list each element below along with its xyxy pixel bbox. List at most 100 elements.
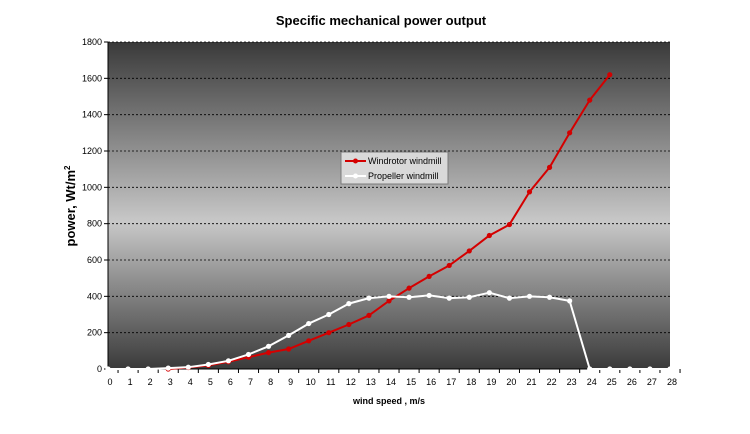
x-tick-label-23: 23	[567, 377, 577, 387]
x-tick-label-6: 6	[228, 377, 233, 387]
point-propeller-19	[486, 290, 492, 296]
point-windrotor-15	[406, 285, 412, 291]
point-windrotor-25	[607, 72, 613, 78]
legend-marker-propeller	[353, 173, 358, 179]
point-windrotor-20	[506, 221, 513, 228]
point-propeller-12	[346, 301, 352, 307]
x-tick-label-2: 2	[148, 377, 153, 387]
point-propeller-15	[406, 294, 412, 300]
x-tick-label-11: 11	[326, 377, 335, 387]
y-tick-label-1800: 1800	[82, 37, 102, 47]
y-tick-label-0: 0	[97, 364, 102, 374]
x-tick-label-14: 14	[386, 377, 396, 387]
x-tick-label-27: 27	[647, 377, 657, 387]
point-propeller-0	[105, 366, 111, 372]
y-tick-label-800: 800	[87, 219, 102, 229]
point-windrotor-12	[346, 321, 352, 328]
x-tick-label-1: 1	[128, 377, 133, 387]
point-propeller-28	[667, 366, 673, 372]
x-tick-label-3: 3	[168, 377, 173, 387]
point-propeller-7	[245, 351, 252, 358]
x-tick-label-5: 5	[208, 377, 213, 387]
point-propeller-25	[607, 366, 613, 372]
y-tick-label-400: 400	[87, 291, 102, 301]
x-axis-label: wind speed , m/s	[352, 396, 425, 406]
chart-title: Specific mechanical power output	[276, 13, 487, 28]
x-tick-label-17: 17	[446, 377, 456, 387]
point-propeller-10	[306, 320, 312, 327]
legend: Windrotor windmill Propeller windmill	[340, 151, 449, 185]
point-propeller-13	[366, 295, 372, 301]
x-tick-label-15: 15	[406, 377, 416, 387]
x-tick-label-9: 9	[288, 377, 293, 387]
x-tick-label-19: 19	[486, 377, 496, 387]
legend-label-windrotor: Windrotor windmill	[368, 156, 442, 166]
y-tick-label-600: 600	[87, 255, 102, 265]
y-tick-label-1000: 1000	[82, 182, 102, 192]
point-windrotor-11	[326, 330, 332, 336]
x-tick-label-0: 0	[107, 377, 112, 387]
x-tick-label-16: 16	[426, 377, 436, 387]
x-tick-label-20: 20	[506, 377, 516, 387]
gridlines	[108, 41, 670, 334]
series-layer	[105, 72, 673, 372]
point-windrotor-17	[446, 262, 452, 269]
point-windrotor-9	[286, 346, 292, 352]
y-tick-label-200: 200	[87, 328, 102, 338]
point-propeller-3	[165, 365, 171, 371]
y-axis-label-group: power, Wt/m2	[63, 165, 78, 247]
point-propeller-18	[466, 294, 472, 300]
x-tick-label-28: 28	[667, 377, 677, 387]
point-windrotor-14	[386, 298, 392, 304]
point-propeller-8	[265, 343, 272, 349]
point-windrotor-21	[526, 189, 533, 195]
svg-text:power, Wt/m2: power, Wt/m2	[63, 165, 78, 247]
point-windrotor-8	[265, 350, 272, 356]
y-tick-label-1400: 1400	[82, 110, 102, 120]
x-tick-label-22: 22	[547, 377, 557, 387]
x-axis-ticks: 0 1 2 3 4 5 6 7 8 9 10 11 12 13 14 15 16 17 18 19 20 21 22 23 24…	[107, 369, 681, 387]
point-propeller-9	[286, 332, 292, 338]
x-tick-label-8: 8	[268, 377, 273, 387]
point-propeller-2	[145, 366, 151, 372]
point-propeller-24	[587, 366, 593, 372]
point-propeller-26	[627, 366, 633, 372]
point-propeller-1	[125, 366, 131, 372]
point-propeller-16	[426, 292, 432, 299]
point-propeller-23	[567, 298, 573, 304]
x-tick-label-25: 25	[607, 377, 617, 387]
legend-label-propeller: Propeller windmill	[368, 171, 439, 181]
x-tick-label-10: 10	[306, 377, 316, 387]
legend-marker-windrotor	[353, 158, 358, 164]
legend-box	[340, 151, 449, 185]
y-axis-label-superscript: 2	[63, 165, 72, 170]
x-tick-label-12: 12	[346, 377, 356, 387]
point-propeller-6	[225, 358, 232, 364]
x-tick-label-4: 4	[188, 377, 193, 387]
point-windrotor-16	[426, 273, 432, 279]
y-tick-label-1200: 1200	[82, 146, 102, 156]
point-windrotor-22	[546, 164, 553, 170]
point-windrotor-13	[366, 312, 372, 319]
y-axis-label: power, Wt/m	[63, 170, 78, 247]
point-propeller-17	[446, 295, 452, 301]
x-tick-label-24: 24	[587, 377, 597, 387]
point-propeller-4	[185, 364, 191, 370]
point-propeller-11	[326, 311, 332, 318]
y-axis-ticks: 0 200 400 600 800 1000 1200 1400 1600 1800	[82, 37, 108, 374]
plot-area	[108, 42, 670, 369]
point-windrotor-10	[306, 338, 312, 344]
x-tick-label-18: 18	[466, 377, 476, 387]
x-tick-label-26: 26	[627, 377, 637, 387]
x-tick-label-7: 7	[248, 377, 253, 387]
point-propeller-20	[506, 295, 513, 301]
point-propeller-21	[526, 293, 533, 299]
axes	[107, 42, 670, 370]
y-tick-label-1600: 1600	[82, 73, 102, 83]
point-windrotor-19	[486, 232, 492, 239]
point-propeller-5	[205, 361, 211, 368]
point-windrotor-18	[466, 248, 472, 254]
x-tick-label-21: 21	[526, 377, 536, 387]
point-propeller-14	[386, 293, 392, 299]
